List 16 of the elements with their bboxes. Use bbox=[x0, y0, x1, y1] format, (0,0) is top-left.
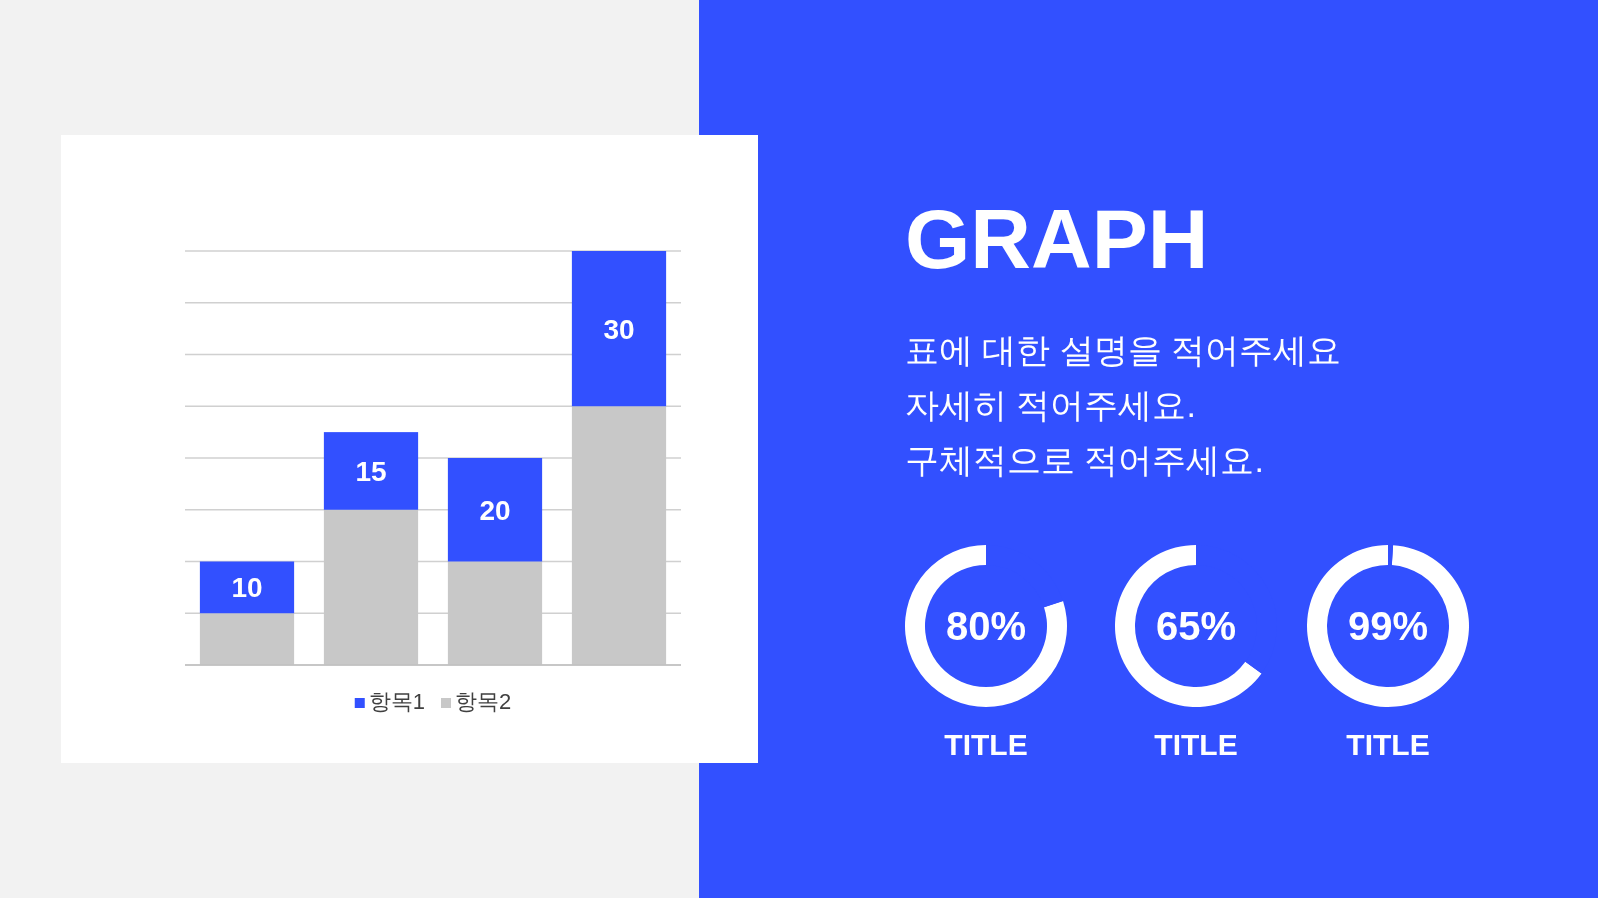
text: GRAPH bbox=[905, 192, 1209, 286]
text: TITLE bbox=[1154, 728, 1238, 761]
data-label: 20 bbox=[479, 494, 511, 526]
text: TITLE bbox=[944, 728, 1028, 761]
text: TITLE bbox=[1346, 728, 1430, 761]
text: 구체적으로 적어주세요. bbox=[905, 441, 1264, 479]
data-label: 10 bbox=[231, 572, 263, 604]
text: 65% bbox=[1155, 604, 1237, 648]
legend-label: 항목1 bbox=[368, 689, 425, 714]
legend-label: 항목2 bbox=[455, 689, 512, 714]
data-label: 30 bbox=[603, 313, 635, 345]
text: 99% bbox=[1347, 604, 1429, 648]
text: 80% bbox=[945, 604, 1027, 648]
text: 표에 대한 설명을 적어주세요 bbox=[905, 331, 1342, 369]
data-label: 15 bbox=[355, 455, 387, 487]
text: 자세히 적어주세요. bbox=[905, 386, 1196, 424]
